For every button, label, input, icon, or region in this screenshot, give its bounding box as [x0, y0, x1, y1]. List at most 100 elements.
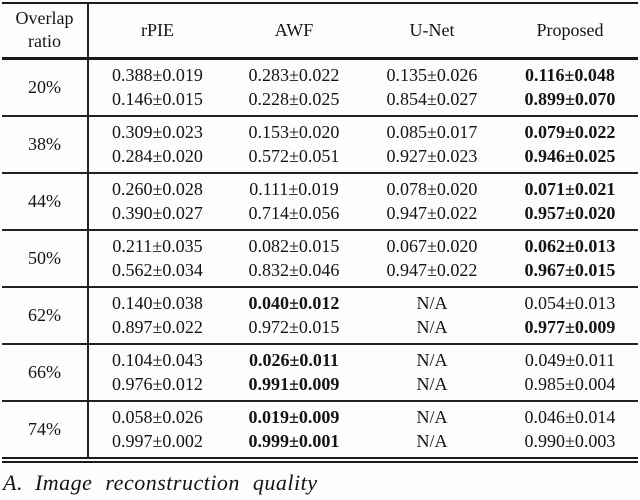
awf-cell: 0.111±0.019 0.714±0.056	[226, 173, 362, 230]
header-awf: AWF	[274, 20, 314, 40]
ratio-cell: 38%	[2, 116, 89, 173]
ratio-cell: 74%	[2, 401, 89, 458]
metric-value: 0.947±0.022	[386, 203, 478, 223]
ratio-cell: 50%	[2, 230, 89, 287]
table-bottom-rule	[2, 461, 638, 463]
section-caption: A. Image reconstruction quality	[3, 470, 318, 496]
metric-value: 0.211±0.035	[112, 236, 203, 256]
rpie-cell: 0.388±0.019 0.146±0.015	[88, 59, 226, 117]
metric-value: 0.085±0.017	[386, 122, 478, 142]
header-row: Overlap ratio rPIE AWF U-Net Proposed	[2, 3, 638, 59]
table-row: 50% 0.211±0.035 0.562±0.034 0.082±0.015 …	[2, 230, 638, 287]
metric-value: 0.040±0.012	[248, 293, 340, 313]
proposed-cell: 0.049±0.011 0.985±0.004	[502, 344, 638, 401]
metric-value: N/A	[416, 431, 448, 451]
header-rpie: rPIE	[141, 20, 174, 40]
metric-value: 0.990±0.003	[524, 431, 616, 451]
metric-value: 0.058±0.026	[112, 407, 203, 427]
metric-value: 0.897±0.022	[112, 317, 203, 337]
section-caption-text: Image reconstruction quality	[34, 470, 318, 495]
unet-cell: 0.067±0.020 0.947±0.022	[362, 230, 502, 287]
metric-value: 0.309±0.023	[112, 122, 203, 142]
unet-cell: N/A N/A	[362, 401, 502, 458]
ratio-cell: 44%	[2, 173, 89, 230]
table-row: 66% 0.104±0.043 0.976±0.012 0.026±0.011 …	[2, 344, 638, 401]
metric-value: 0.140±0.038	[112, 293, 203, 313]
metric-value: 0.116±0.048	[525, 65, 615, 85]
metric-value: 0.067±0.020	[386, 236, 478, 256]
header-overlap-ratio: Overlap ratio	[2, 3, 89, 59]
proposed-cell: 0.079±0.022 0.946±0.025	[502, 116, 638, 173]
metric-value: 0.135±0.026	[386, 65, 478, 85]
metric-value: 0.082±0.015	[248, 236, 340, 256]
rpie-cell: 0.211±0.035 0.562±0.034	[88, 230, 226, 287]
ratio-cell: 20%	[2, 58, 89, 116]
header-overlap-ratio-label: Overlap ratio	[15, 8, 74, 51]
metric-value: N/A	[416, 350, 448, 370]
ratio-cell: 66%	[2, 344, 89, 401]
metric-value: 0.572±0.051	[248, 146, 340, 166]
metric-value: 0.228±0.025	[248, 89, 340, 109]
metric-value: 0.104±0.043	[112, 350, 203, 370]
awf-cell: 0.026±0.011 0.991±0.009	[226, 344, 362, 401]
metric-value: 0.054±0.013	[524, 293, 616, 313]
unet-cell: N/A N/A	[362, 344, 502, 401]
metric-value: 0.927±0.023	[386, 146, 478, 166]
unet-cell: N/A N/A	[362, 287, 502, 344]
unet-cell: 0.135±0.026 0.854±0.027	[362, 59, 502, 117]
metric-value: 0.997±0.002	[112, 431, 203, 451]
metric-value: 0.062±0.013	[524, 236, 616, 256]
table-row: 62% 0.140±0.038 0.897±0.022 0.040±0.012 …	[2, 287, 638, 344]
ratio-cell: 62%	[2, 287, 89, 344]
rpie-cell: 0.104±0.043 0.976±0.012	[88, 344, 226, 401]
metric-value: N/A	[416, 407, 448, 427]
proposed-cell: 0.116±0.048 0.899±0.070	[502, 59, 638, 117]
header-proposed: Proposed	[536, 20, 604, 40]
metric-value: 0.111±0.019	[249, 179, 339, 199]
metric-value: 0.946±0.025	[524, 146, 616, 166]
table-row: 38% 0.309±0.023 0.284±0.020 0.153±0.020 …	[2, 116, 638, 173]
metric-value: 0.049±0.011	[524, 350, 616, 370]
awf-cell: 0.019±0.009 0.999±0.001	[226, 401, 362, 458]
metric-value: 0.390±0.027	[112, 203, 203, 223]
metric-value: 0.079±0.022	[524, 122, 616, 142]
metric-value: 0.976±0.012	[112, 374, 203, 394]
proposed-cell: 0.062±0.013 0.967±0.015	[502, 230, 638, 287]
header-unet: U-Net	[409, 20, 455, 40]
metric-value: 0.999±0.001	[248, 431, 340, 451]
metric-value: N/A	[416, 317, 448, 337]
unet-cell: 0.085±0.017 0.927±0.023	[362, 116, 502, 173]
results-table: Overlap ratio rPIE AWF U-Net Proposed 20…	[2, 2, 638, 459]
rpie-cell: 0.309±0.023 0.284±0.020	[88, 116, 226, 173]
awf-cell: 0.153±0.020 0.572±0.051	[226, 116, 362, 173]
metric-value: N/A	[416, 374, 448, 394]
table-row: 44% 0.260±0.028 0.390±0.027 0.111±0.019 …	[2, 173, 638, 230]
metric-value: 0.284±0.020	[112, 146, 203, 166]
metric-value: 0.153±0.020	[248, 122, 340, 142]
metric-value: 0.388±0.019	[112, 65, 203, 85]
metric-value: 0.972±0.015	[248, 317, 340, 337]
metric-value: 0.562±0.034	[112, 260, 203, 280]
metric-value: 0.947±0.022	[386, 260, 478, 280]
metric-value: 0.977±0.009	[524, 317, 616, 337]
metric-value: 0.026±0.011	[249, 350, 339, 370]
unet-cell: 0.078±0.020 0.947±0.022	[362, 173, 502, 230]
rpie-cell: 0.260±0.028 0.390±0.027	[88, 173, 226, 230]
metric-value: 0.283±0.022	[248, 65, 340, 85]
awf-cell: 0.082±0.015 0.832±0.046	[226, 230, 362, 287]
metric-value: 0.967±0.015	[524, 260, 616, 280]
table-row: 20% 0.388±0.019 0.146±0.015 0.283±0.022 …	[2, 58, 638, 117]
metric-value: 0.071±0.021	[524, 179, 616, 199]
metric-value: 0.260±0.028	[112, 179, 203, 199]
metric-value: 0.899±0.070	[524, 89, 616, 109]
metric-value: 0.046±0.014	[524, 407, 616, 427]
metric-value: 0.991±0.009	[248, 374, 340, 394]
metric-value: 0.957±0.020	[524, 203, 616, 223]
rpie-cell: 0.140±0.038 0.897±0.022	[88, 287, 226, 344]
metric-value: 0.832±0.046	[248, 260, 340, 280]
awf-cell: 0.283±0.022 0.228±0.025	[226, 59, 362, 117]
rpie-cell: 0.058±0.026 0.997±0.002	[88, 401, 226, 458]
section-caption-label: A.	[3, 470, 23, 495]
table-row: 74% 0.058±0.026 0.997±0.002 0.019±0.009 …	[2, 401, 638, 458]
